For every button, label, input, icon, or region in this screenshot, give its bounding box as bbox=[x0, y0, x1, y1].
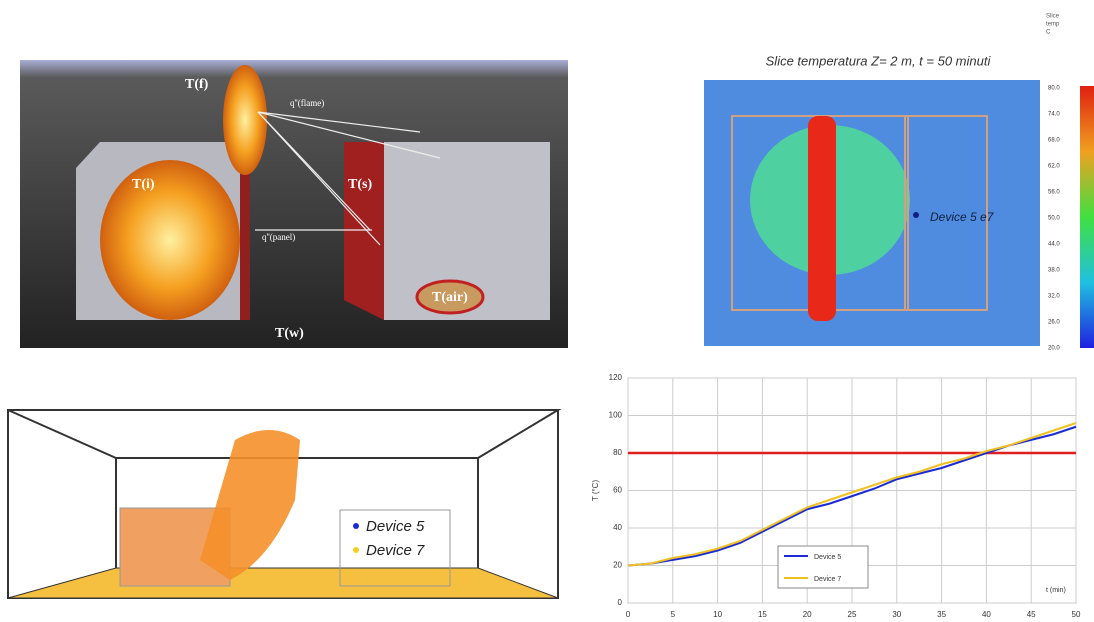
chart: 0 20 40 60 80 100 120 0 5 10 15 20 25 30 35 40 45 50 T (°C… bbox=[591, 373, 1081, 619]
wall bbox=[240, 150, 250, 320]
hot-zone bbox=[808, 116, 836, 321]
y-tick-label: 40 bbox=[613, 523, 622, 532]
x-tick-label: 50 bbox=[1072, 610, 1081, 619]
colorbar-label: 38.0 bbox=[1048, 268, 1060, 274]
y-tick-label: 20 bbox=[613, 561, 622, 570]
x-tick-label: 5 bbox=[671, 610, 676, 619]
label: q''(panel) bbox=[262, 232, 295, 242]
x-tick-label: 20 bbox=[803, 610, 812, 619]
colorbar-header: temp bbox=[1046, 22, 1060, 28]
y-axis-label: T (°C) bbox=[591, 480, 600, 502]
colorbar-label: 20.0 bbox=[1048, 346, 1060, 352]
x-tick-label: 35 bbox=[937, 610, 946, 619]
slice-panel: Slice temperatura Z= 2 m, t = 50 minuti … bbox=[704, 14, 1094, 352]
flame bbox=[223, 65, 267, 175]
colorbar-label: 32.0 bbox=[1048, 294, 1060, 300]
colorbar-label: 74.0 bbox=[1048, 112, 1060, 118]
label: T(air) bbox=[432, 290, 468, 305]
colorbar-label: 62.0 bbox=[1048, 164, 1060, 170]
colorbar-label: 68.0 bbox=[1048, 138, 1060, 144]
colorbar-label: 80.0 bbox=[1048, 86, 1060, 92]
x-tick-label: 25 bbox=[848, 610, 857, 619]
y-tick-label: 0 bbox=[618, 598, 623, 607]
y-tick-label: 60 bbox=[613, 486, 622, 495]
slice-title: Slice temperatura Z= 2 m, t = 50 minuti bbox=[766, 53, 992, 68]
x-tick-label: 30 bbox=[892, 610, 901, 619]
colorbar-label: 56.0 bbox=[1048, 190, 1060, 196]
render-panel: Device 5 Device 7 bbox=[8, 410, 558, 598]
colorbar-label: 50.0 bbox=[1048, 216, 1060, 222]
colorbar-header: C bbox=[1046, 30, 1051, 36]
legend-marker bbox=[353, 547, 359, 553]
x-axis-label: t (min) bbox=[1046, 587, 1066, 594]
y-tick-label: 80 bbox=[613, 448, 622, 457]
legend-label: Device 5 bbox=[366, 518, 425, 535]
label: T(s) bbox=[348, 177, 372, 192]
x-tick-label: 0 bbox=[626, 610, 631, 619]
colorbar-header: Slice bbox=[1046, 14, 1060, 20]
flame bbox=[100, 160, 240, 320]
x-tick-label: 15 bbox=[758, 610, 767, 619]
legend-label: Device 7 bbox=[366, 542, 425, 559]
x-tick-label: 45 bbox=[1027, 610, 1036, 619]
colorbar bbox=[1080, 86, 1094, 348]
y-tick-label: 100 bbox=[609, 411, 623, 420]
label: T(w) bbox=[275, 326, 304, 341]
label: q''(flame) bbox=[290, 98, 324, 108]
composite: T(f) q''(flame) T(i) T(s) q''(panel) T(w… bbox=[0, 0, 1094, 622]
device-label: Device 5 e7 bbox=[930, 210, 995, 224]
colorbar-label: 26.0 bbox=[1048, 320, 1060, 326]
panel bbox=[344, 142, 384, 320]
label: T(f) bbox=[185, 77, 209, 92]
x-tick-label: 40 bbox=[982, 610, 991, 619]
device bbox=[913, 212, 919, 218]
page: T(f) q''(flame) T(i) T(s) q''(panel) T(w… bbox=[0, 0, 1094, 622]
legend-label: Device 5 bbox=[814, 554, 841, 561]
colorbar-label: 44.0 bbox=[1048, 242, 1060, 248]
x-tick-label: 10 bbox=[713, 610, 722, 619]
label: T(i) bbox=[132, 177, 155, 192]
fire-model: T(f) q''(flame) T(i) T(s) q''(panel) T(w… bbox=[20, 60, 568, 348]
legend-marker bbox=[353, 523, 359, 529]
legend-label: Device 7 bbox=[814, 576, 841, 583]
y-tick-label: 120 bbox=[609, 373, 623, 382]
